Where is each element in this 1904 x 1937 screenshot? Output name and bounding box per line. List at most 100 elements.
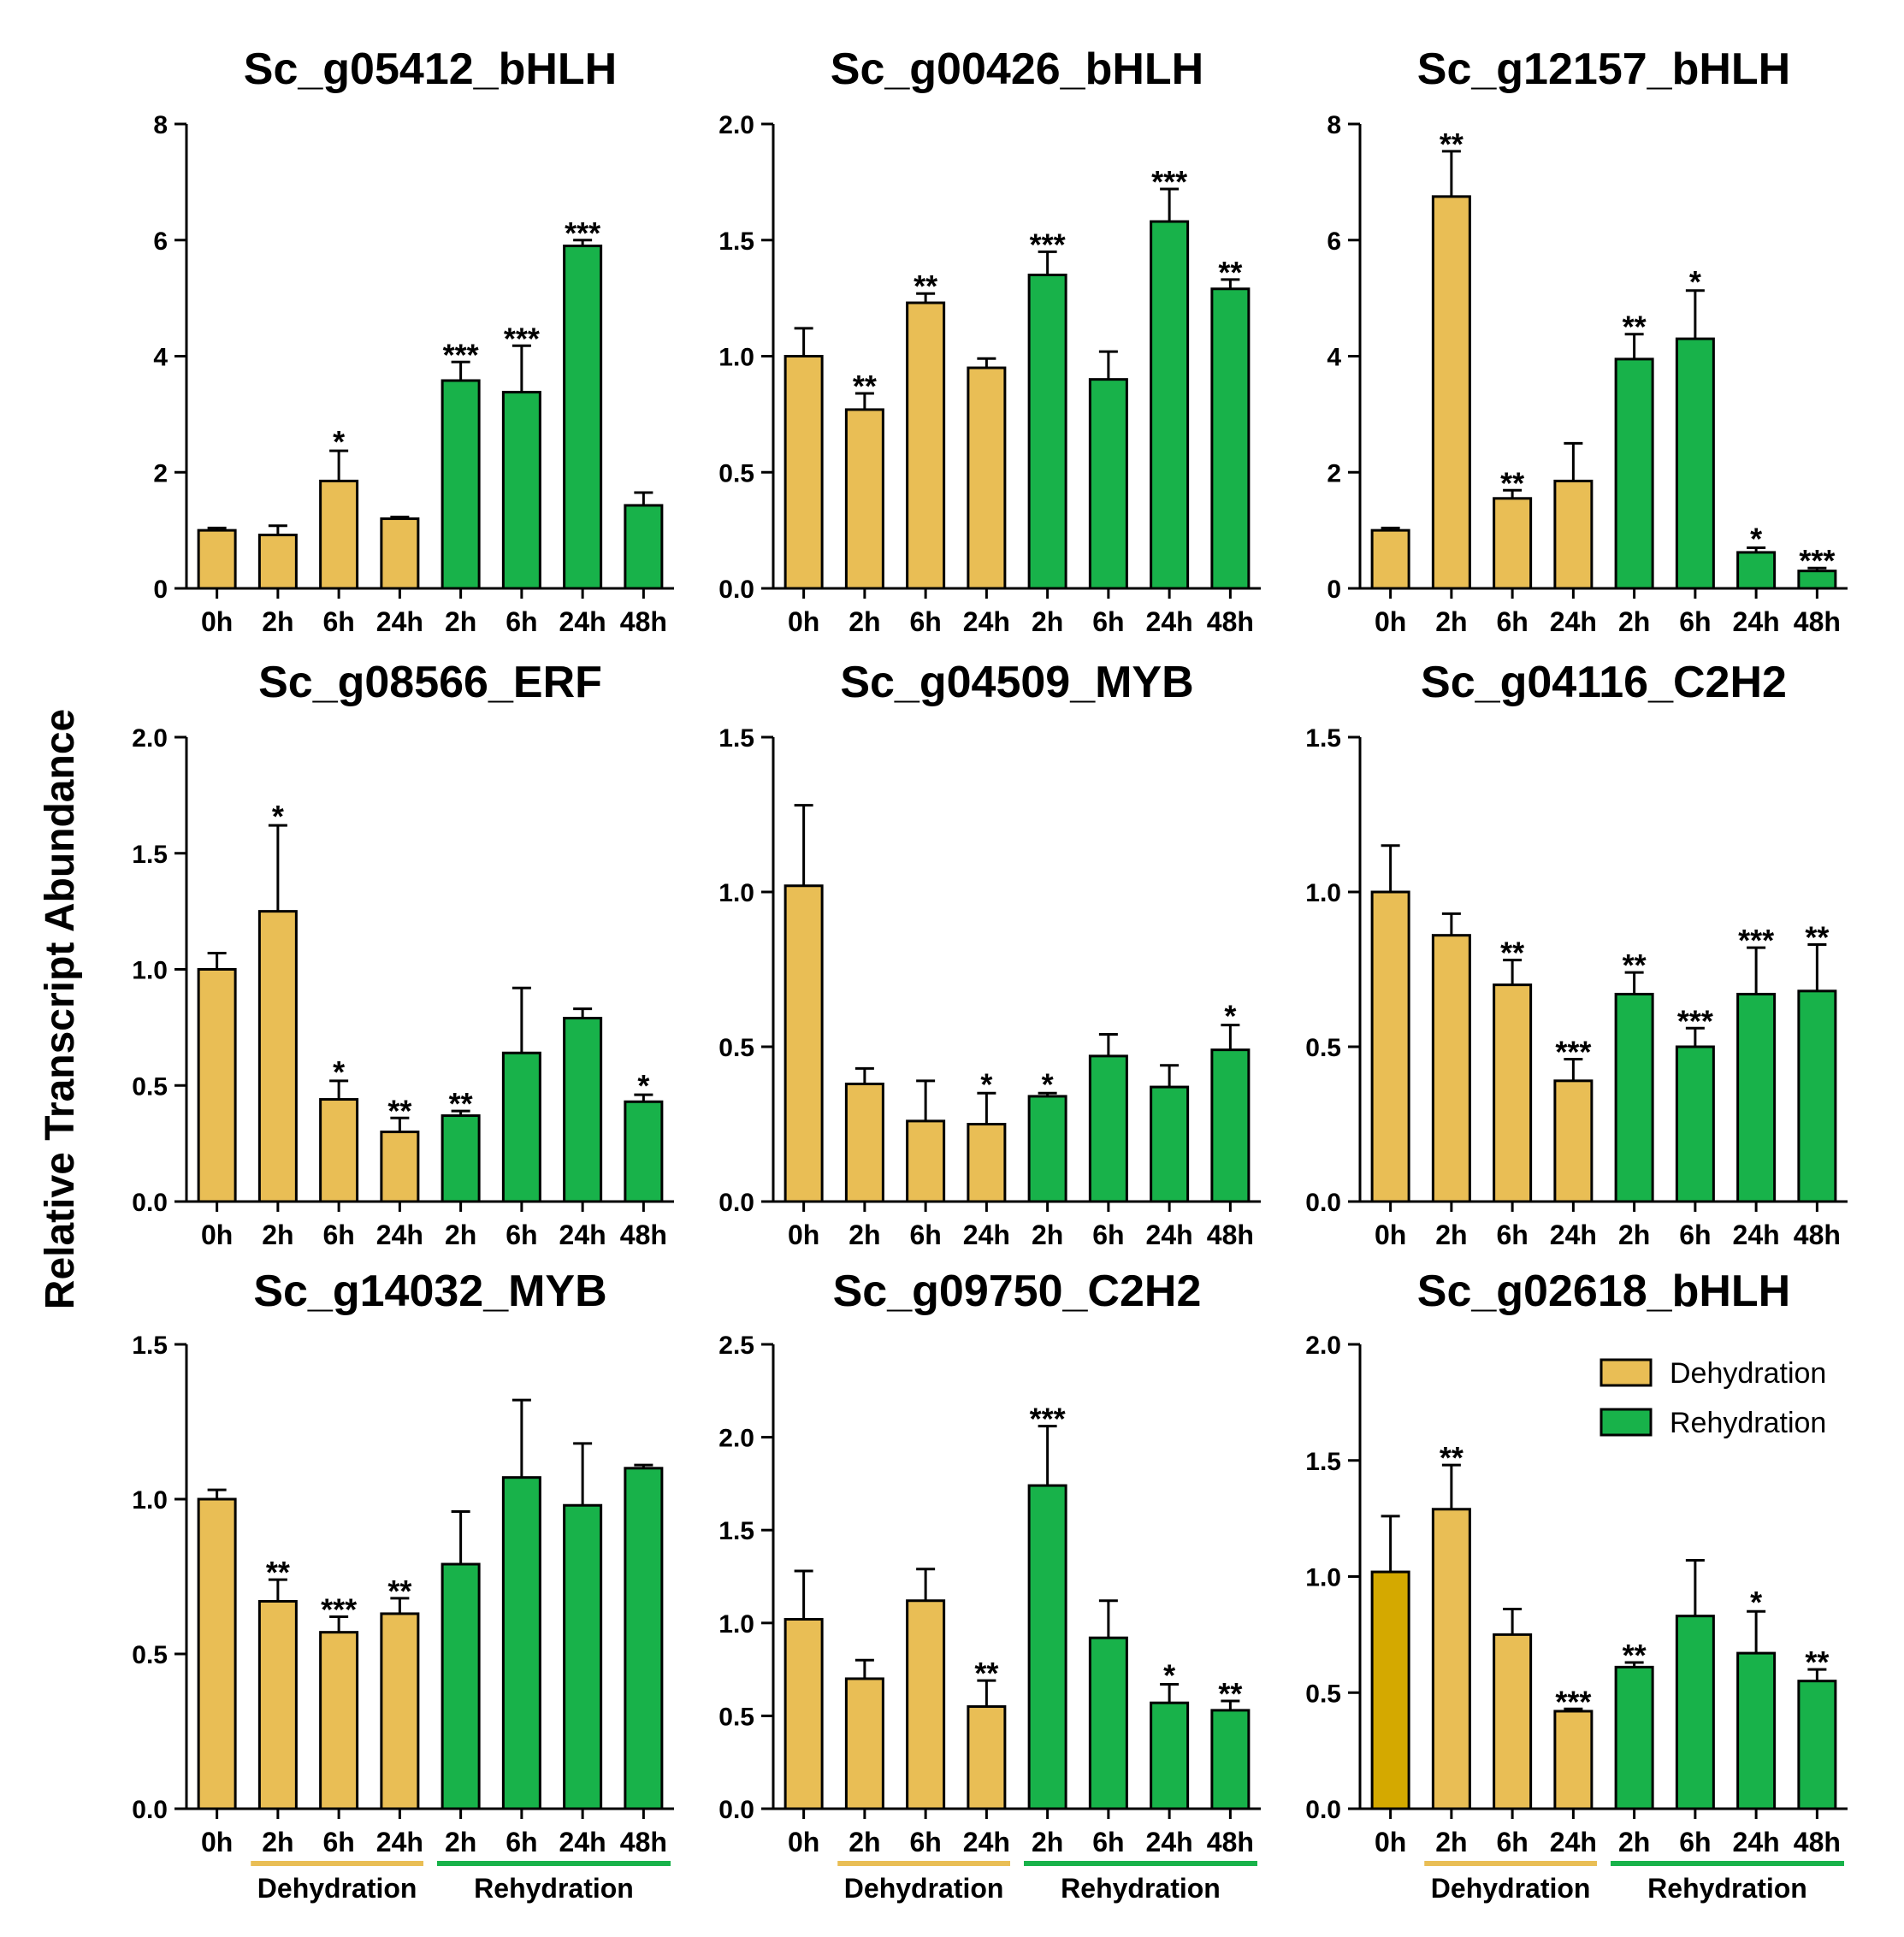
panel-title: Sc_g05412_bHLH <box>244 44 617 94</box>
bar <box>1797 1680 1837 1810</box>
x-tick-label: 6h <box>1679 606 1711 637</box>
y-tick-label: 8 <box>1327 111 1341 139</box>
x-tick-label: 24h <box>559 1219 606 1250</box>
chart-legend: Dehydration Rehydration <box>1599 1357 1826 1439</box>
bar <box>380 517 420 590</box>
bar <box>967 366 1007 590</box>
legend-swatch <box>1599 1408 1653 1437</box>
significance-label: ** <box>853 369 877 404</box>
bar <box>319 1098 359 1203</box>
panel-title: Sc_g08566_ERF <box>258 658 602 707</box>
y-tick-label: 1.5 <box>1305 724 1341 753</box>
significance-label: *** <box>565 216 600 251</box>
bar <box>257 1599 298 1810</box>
y-tick-label: 0.0 <box>1305 1189 1341 1217</box>
x-tick-label: 24h <box>963 606 1010 637</box>
panel-title: Sc_g02618_bHLH <box>1417 1267 1790 1316</box>
x-tick-label: 48h <box>620 1219 667 1250</box>
group-labels: Dehydration Rehydration Dehydration Rehydra… <box>251 1861 1844 1904</box>
significance-label: *** <box>1555 1034 1591 1069</box>
bar <box>844 1082 884 1203</box>
y-tick-label: 0.0 <box>132 1189 168 1217</box>
bar <box>624 1467 664 1810</box>
bar <box>197 529 237 590</box>
bar <box>441 379 481 590</box>
bar <box>380 1131 420 1203</box>
rehydration-group-label: Rehydration <box>1647 1873 1807 1904</box>
panel-title: Sc_g09750_C2H2 <box>833 1267 1202 1316</box>
significance-label: ** <box>1623 1638 1647 1673</box>
y-tick-label: 1.0 <box>132 1486 168 1515</box>
x-tick-label: 2h <box>1618 606 1650 637</box>
significance-label: * <box>637 1068 649 1103</box>
bar <box>1370 1570 1410 1810</box>
significance-label: *** <box>504 321 540 356</box>
x-tick-label: 6h <box>909 1827 941 1857</box>
significance-label: ** <box>1218 255 1242 290</box>
y-tick-label: 0.5 <box>132 1072 168 1101</box>
y-tick-label: 0.0 <box>718 1189 754 1217</box>
x-tick-label: 24h <box>1550 1827 1597 1857</box>
bar <box>1675 1615 1715 1810</box>
bar <box>1027 1095 1067 1203</box>
x-tick-label: 6h <box>506 1219 537 1250</box>
significance-label: ** <box>266 1555 290 1590</box>
x-tick-label: 6h <box>1092 1827 1124 1857</box>
y-tick-label: 4 <box>153 344 168 372</box>
x-tick-label: 6h <box>1496 1219 1528 1250</box>
significance-label: ** <box>914 269 937 304</box>
x-tick-label: 6h <box>909 606 941 637</box>
bar <box>1431 1508 1471 1810</box>
bar <box>319 479 359 590</box>
x-tick-label: 2h <box>1032 1827 1063 1857</box>
bar <box>1614 357 1654 590</box>
bar <box>441 1562 481 1810</box>
y-tick-label: 0.5 <box>718 1034 754 1062</box>
bar <box>1553 479 1594 590</box>
bar <box>1027 273 1067 590</box>
y-tick-label: 0.5 <box>718 459 754 487</box>
bar <box>1493 983 1533 1203</box>
y-tick-label: 0 <box>153 576 168 604</box>
x-tick-label: 6h <box>322 606 354 637</box>
x-tick-label: 48h <box>620 1827 667 1857</box>
significance-label: ** <box>387 1093 411 1128</box>
bar <box>1027 1484 1067 1810</box>
x-tick-label: 24h <box>376 606 423 637</box>
bar <box>906 1119 946 1203</box>
panel-title: Sc_g14032_MYB <box>253 1267 606 1316</box>
x-tick-label: 24h <box>963 1827 1010 1857</box>
x-tick-label: 2h <box>1618 1827 1650 1857</box>
y-tick-label: 1.5 <box>718 1517 754 1545</box>
bar <box>380 1612 420 1810</box>
bar <box>967 1123 1007 1203</box>
x-tick-label: 0h <box>201 1827 233 1857</box>
y-tick-label: 2.5 <box>718 1332 754 1360</box>
y-tick-label: 0.5 <box>718 1703 754 1731</box>
bar <box>1431 934 1471 1203</box>
legend-label: Dehydration <box>1670 1357 1826 1390</box>
y-tick-label: 0.5 <box>1305 1680 1341 1708</box>
x-tick-label: 6h <box>322 1219 354 1250</box>
bar <box>1210 1709 1251 1810</box>
x-tick-label: 24h <box>1733 606 1780 637</box>
significance-label: * <box>1689 264 1701 299</box>
chart-panel: Sc_g08566_ERF 0.0 0.5 1.0 1.5 2.0 0h 2h * 6h * 24h *… <box>132 658 674 1250</box>
x-tick-label: 0h <box>788 1827 819 1857</box>
x-tick-label: 6h <box>909 1219 941 1250</box>
significance-label: * <box>1750 521 1762 556</box>
x-tick-label: 48h <box>620 606 667 637</box>
y-tick-label: 0.5 <box>1305 1034 1341 1062</box>
y-tick-label: 0.0 <box>132 1796 168 1824</box>
x-tick-label: 6h <box>1679 1219 1711 1250</box>
y-tick-label: 6 <box>1327 227 1341 256</box>
x-tick-label: 48h <box>1207 1219 1254 1250</box>
y-tick-label: 2 <box>153 459 168 487</box>
x-tick-label: 0h <box>788 606 819 637</box>
significance-label: *** <box>1677 1003 1713 1038</box>
y-tick-label: 2.0 <box>718 111 754 139</box>
significance-label: ** <box>1218 1676 1242 1711</box>
x-tick-label: 48h <box>1794 1827 1841 1857</box>
